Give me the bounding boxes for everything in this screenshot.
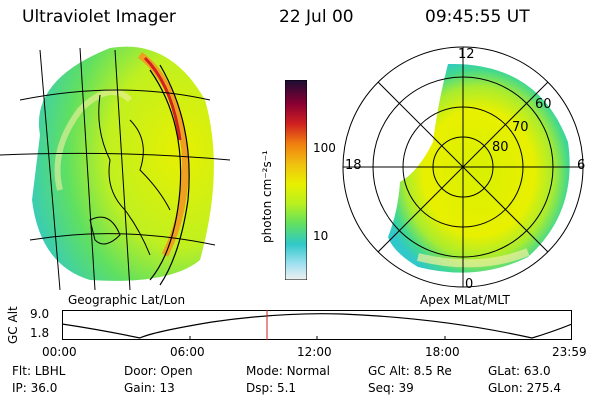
mlt-label-12: 12 [458,47,475,62]
colorbar-gradient [284,79,308,281]
terminator-line [149,69,182,281]
altitude-xtick-0000: 00:00 [42,345,77,359]
longitude-line [39,49,61,290]
right-panel-caption: Apex MLat/MLT [420,293,510,307]
lat-label-80: 80 [492,140,509,155]
status-flt: Flt: LBHL [12,364,66,378]
altitude-ylabel: GC Alt [6,306,20,344]
time-label: 09:45:55 UT [425,7,530,27]
polar-plot [342,46,584,288]
mlt-label-0: 0 [465,277,474,292]
altitude-plot [62,310,572,340]
mlt-label-6: 6 [577,158,586,173]
lat-label-60: 60 [535,97,552,112]
polar-aurora [388,63,570,273]
colorbar-tick-10: 10 [313,229,329,243]
altitude-xtick-1200: 12:00 [297,345,332,359]
altitude-curve [62,313,572,339]
status-seq: Seq: 39 [368,381,414,395]
altitude-plot-frame [62,310,572,340]
status-mode: Mode: Normal [246,364,330,378]
date-label: 22 Jul 00 [279,7,354,27]
altitude-ytick-1-8: 1.8 [30,326,50,340]
lat-label-70: 70 [512,120,529,135]
status-ip: IP: 36.0 [12,381,58,395]
status-door: Door: Open [124,364,193,378]
status-dsp: Dsp: 5.1 [246,381,297,395]
altitude-ytick-9: 9.0 [30,307,50,321]
geographic-map [0,46,230,290]
status-gain: Gain: 13 [124,381,175,395]
colorbar-unit-label: photon cm⁻²s⁻¹ [260,150,274,243]
latitude-line [0,152,230,161]
status-glon: GLon: 275.4 [488,381,561,395]
status-gc-alt: GC Alt: 8.5 Re [368,364,452,378]
instrument-title: Ultraviolet Imager [22,7,176,27]
coastline [98,94,151,256]
altitude-xtick-2359: 23:59 [552,345,587,359]
mlt-label-18: 18 [345,158,362,173]
colorbar [284,79,308,281]
altitude-xtick-1800: 18:00 [425,345,460,359]
colorbar-tick-100: 100 [313,141,336,155]
status-glat: GLat: 63.0 [488,364,551,378]
left-panel-caption: Geographic Lat/Lon [68,293,186,307]
altitude-xtick-0600: 06:00 [170,345,205,359]
